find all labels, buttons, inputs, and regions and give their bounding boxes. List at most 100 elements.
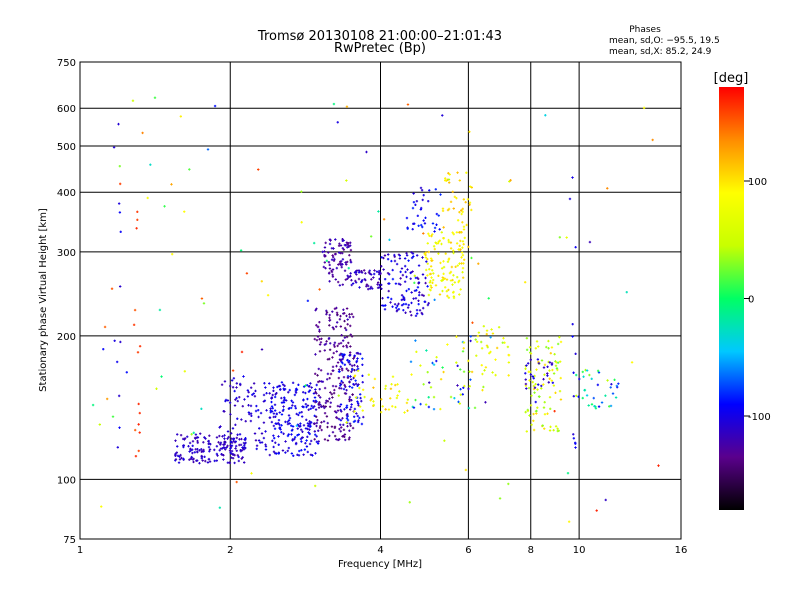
data-point: [373, 269, 376, 272]
data-point: [411, 252, 415, 255]
data-point: [355, 412, 358, 415]
data-point: [358, 386, 361, 390]
data-point: [277, 418, 281, 422]
data-point: [255, 444, 259, 447]
data-point: [451, 231, 454, 234]
data-point: [358, 286, 361, 289]
data-point: [294, 442, 298, 446]
data-point: [338, 427, 341, 431]
data-point: [391, 305, 394, 308]
data-point: [551, 381, 555, 384]
data-point: [368, 269, 371, 272]
data-point: [461, 246, 464, 249]
data-point: [266, 294, 270, 297]
data-point: [442, 272, 445, 276]
data-point: [476, 334, 480, 338]
data-point: [233, 389, 236, 393]
data-point: [452, 295, 456, 298]
data-point: [305, 405, 308, 409]
data-point: [346, 323, 349, 326]
data-point: [402, 295, 405, 299]
data-point: [314, 408, 318, 411]
data-point: [268, 416, 272, 420]
data-point: [450, 265, 454, 269]
data-point: [396, 304, 399, 307]
data-point: [298, 449, 301, 453]
data-point: [433, 298, 436, 302]
data-point: [357, 277, 361, 281]
data-point: [419, 186, 423, 190]
data-point: [323, 386, 327, 390]
data-point: [443, 277, 446, 280]
data-point: [149, 163, 152, 166]
data-point: [345, 417, 349, 420]
data-point: [349, 375, 352, 378]
data-point: [328, 316, 331, 320]
data-point: [323, 438, 327, 441]
data-point: [484, 366, 488, 369]
data-point: [429, 386, 433, 389]
data-point: [617, 382, 620, 385]
data-point: [332, 102, 336, 106]
data-point: [553, 409, 556, 413]
data-point: [432, 272, 435, 275]
data-point: [475, 354, 478, 357]
data-point: [383, 308, 387, 311]
data-point: [400, 294, 404, 297]
data-point: [431, 281, 434, 285]
data-point: [462, 258, 466, 261]
data-point: [463, 236, 466, 240]
data-point: [461, 207, 464, 211]
data-point: [339, 408, 342, 412]
data-point: [328, 313, 331, 317]
data-point: [333, 341, 337, 344]
data-point: [525, 337, 529, 340]
data-point: [300, 449, 303, 452]
data-point: [453, 195, 457, 199]
data-point: [526, 409, 530, 413]
data-point: [340, 367, 344, 370]
data-point: [464, 201, 467, 204]
data-point: [336, 121, 339, 124]
data-point: [345, 367, 348, 371]
data-point: [345, 105, 349, 108]
data-point: [439, 407, 442, 411]
data-point: [348, 363, 352, 366]
data-point: [98, 423, 101, 426]
data-point: [559, 340, 563, 344]
data-point: [359, 396, 362, 400]
data-point: [502, 336, 505, 340]
data-point: [233, 461, 236, 465]
data-point: [324, 241, 327, 245]
data-point: [456, 275, 459, 279]
data-point: [432, 407, 436, 411]
data-point: [432, 245, 436, 248]
data-point: [447, 207, 451, 211]
data-point: [461, 276, 465, 279]
data-point: [424, 276, 427, 280]
data-point: [133, 428, 137, 432]
data-point: [417, 224, 420, 228]
data-point: [438, 228, 441, 231]
data-point: [240, 350, 244, 354]
data-point: [548, 377, 551, 380]
data-point: [452, 290, 455, 294]
data-point: [458, 179, 461, 182]
data-point: [336, 280, 340, 284]
data-point: [395, 306, 398, 309]
data-point: [408, 501, 411, 504]
data-point: [348, 395, 352, 399]
data-point: [299, 437, 303, 441]
data-point: [425, 260, 428, 263]
data-point: [202, 302, 206, 305]
x-tick-label: 4: [377, 545, 383, 556]
data-point: [328, 242, 332, 246]
data-point: [339, 423, 342, 427]
data-point: [614, 396, 618, 399]
data-point: [195, 450, 199, 454]
data-point: [553, 353, 556, 356]
data-point: [537, 362, 541, 365]
data-point: [296, 427, 299, 430]
data-point: [588, 240, 592, 244]
data-point: [273, 409, 277, 412]
